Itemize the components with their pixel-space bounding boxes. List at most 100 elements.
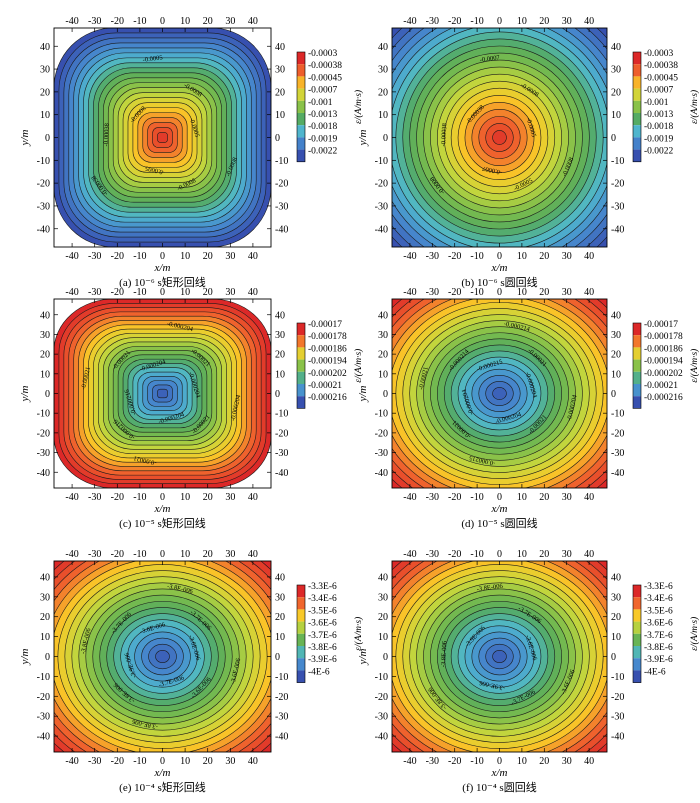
y-tick-label-right: 0 <box>611 133 616 144</box>
colorbar-swatch <box>297 335 305 348</box>
colorbar-tick-label: -0.000194 <box>308 357 347 367</box>
x-tick-label: -10 <box>133 756 146 767</box>
x-tick-label: -10 <box>470 251 483 262</box>
x-tick-label-top: -10 <box>133 16 146 27</box>
x-axis-label: x/m <box>491 503 508 515</box>
x-tick-label: -20 <box>111 756 124 767</box>
y-tick-label-right: 10 <box>611 110 621 121</box>
colorbar-swatch <box>633 585 641 598</box>
colorbar-label: ε/(A/m·s) <box>689 349 700 383</box>
y-tick-label: -20 <box>375 179 388 190</box>
colorbar-tick-label: -0.000202 <box>308 369 347 379</box>
y-tick-label: 10 <box>40 632 50 643</box>
x-tick-label-top: 10 <box>517 287 527 298</box>
colorbar-swatch <box>297 384 305 397</box>
x-tick-label: 40 <box>248 756 258 767</box>
y-tick-label: 20 <box>378 612 388 623</box>
x-tick-label: 40 <box>584 251 594 262</box>
y-axis-label: y/m <box>19 386 31 403</box>
y-tick-label-right: -40 <box>275 732 288 743</box>
colorbar-tick-label: -3.7E-6 <box>644 631 673 641</box>
contour-label: -0.00021 <box>80 366 92 390</box>
colorbar-frame <box>632 51 642 163</box>
x-tick-label: 0 <box>160 756 165 767</box>
y-tick-label: 10 <box>378 110 388 121</box>
y-tick-label-right: -20 <box>275 692 288 703</box>
y-tick-label: 20 <box>378 350 388 361</box>
x-tick-label: 30 <box>225 756 235 767</box>
x-tick-label-top: 20 <box>539 16 549 27</box>
y-axis-label: y/m <box>19 649 31 666</box>
x-tick-label-top: -40 <box>65 549 78 560</box>
contour-band <box>157 388 168 399</box>
colorbar-tick-label: -3.8E-6 <box>644 643 673 653</box>
colorbar-tick-label: -0.00017 <box>644 320 678 330</box>
y-tick-label-right: -30 <box>611 712 624 723</box>
x-tick-label: -30 <box>88 251 101 262</box>
colorbar-tick-label: -0.00017 <box>308 320 342 330</box>
contour-label: -0.0007 <box>479 54 501 64</box>
y-tick-label-right: 30 <box>611 592 621 603</box>
colorbar-swatch <box>633 335 641 348</box>
x-tick-label: 10 <box>180 251 190 262</box>
colorbar-tick-label: -0.0022 <box>644 147 674 157</box>
x-tick-label: 40 <box>584 756 594 767</box>
x-tick-label-top: 10 <box>180 16 190 27</box>
x-tick-label: -20 <box>448 492 461 503</box>
colorbar-swatch <box>633 113 641 126</box>
x-tick-label-top: 40 <box>248 549 258 560</box>
y-tick-label-right: -20 <box>611 179 624 190</box>
x-tick-label-top: -40 <box>65 16 78 27</box>
colorbar-swatch <box>297 396 305 409</box>
panel-f: -3.6E-006-3.7E-006-3.8E-006-3.9E-006-3.8… <box>357 549 700 794</box>
x-tick-label-top: -30 <box>426 287 439 298</box>
colorbar-swatch <box>633 609 641 622</box>
contour-label: -0.00038 <box>440 123 448 147</box>
colorbar-tick-label: -3.5E-6 <box>644 606 673 616</box>
x-tick-label-top: 40 <box>248 16 258 27</box>
y-tick-label: -40 <box>375 468 388 479</box>
x-tick-label-top: -40 <box>403 287 416 298</box>
x-tick-label-top: 10 <box>517 549 527 560</box>
panel-caption: (f) 10⁻⁴ s圆回线 <box>462 780 536 794</box>
colorbar-tick-label: -0.001 <box>308 98 333 108</box>
y-tick-label-right: 10 <box>611 369 621 380</box>
colorbar-tick-label: -3.4E-6 <box>644 594 673 604</box>
panel-caption: (e) 10⁻⁴ s矩形回线 <box>119 780 206 794</box>
colorbar-swatch <box>297 658 305 671</box>
y-tick-label-right: -40 <box>611 224 624 235</box>
x-tick-label-top: 0 <box>497 549 502 560</box>
colorbar-tick-label: -0.00045 <box>644 73 678 83</box>
x-tick-label-top: 20 <box>203 16 213 27</box>
y-tick-label-right: 0 <box>275 652 280 663</box>
y-tick-label-right: -30 <box>611 448 624 459</box>
colorbar-tick-label: -0.00045 <box>308 73 342 83</box>
x-tick-label-top: -10 <box>470 16 483 27</box>
y-tick-label-right: -20 <box>275 179 288 190</box>
x-tick-label: 10 <box>517 251 527 262</box>
contour-label: -0.0005 <box>145 164 166 175</box>
y-axis-label: y/m <box>19 130 31 147</box>
colorbar-swatch <box>633 621 641 634</box>
x-tick-label-top: 0 <box>160 16 165 27</box>
x-tick-label: -20 <box>448 756 461 767</box>
x-tick-label: 40 <box>248 251 258 262</box>
colorbar-tick-label: -0.000186 <box>644 344 683 354</box>
x-tick-label-top: -30 <box>88 287 101 298</box>
x-tick-label: -40 <box>403 251 416 262</box>
y-tick-label: 30 <box>40 330 50 341</box>
x-tick-label-top: -10 <box>470 549 483 560</box>
x-axis-label: x/m <box>154 503 171 515</box>
x-tick-label: -30 <box>426 251 439 262</box>
y-tick-label: -10 <box>375 672 388 683</box>
x-tick-label: -10 <box>133 251 146 262</box>
x-axis-label: x/m <box>154 262 171 274</box>
colorbar-swatch <box>297 646 305 659</box>
panel-caption: (a) 10⁻⁶ s矩形回线 <box>119 275 206 289</box>
colorbar-tick-label: -0.001 <box>644 98 669 108</box>
x-tick-label-top: 30 <box>562 287 572 298</box>
y-tick-label: 10 <box>40 369 50 380</box>
y-tick-label-right: 30 <box>611 330 621 341</box>
colorbar-swatch <box>297 633 305 646</box>
y-tick-label-right: 30 <box>611 65 621 76</box>
